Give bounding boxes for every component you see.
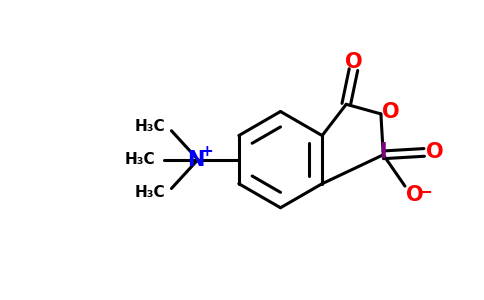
Text: O: O (382, 101, 399, 122)
Text: H₃C: H₃C (125, 152, 155, 167)
Text: O: O (426, 142, 444, 162)
Text: N: N (187, 150, 204, 169)
Text: I: I (379, 142, 387, 162)
Text: O: O (406, 185, 424, 205)
Text: O: O (345, 52, 362, 72)
Text: H₃C: H₃C (135, 185, 165, 200)
Text: +: + (200, 144, 213, 159)
Text: H₃C: H₃C (135, 119, 165, 134)
Text: −: − (418, 182, 432, 200)
